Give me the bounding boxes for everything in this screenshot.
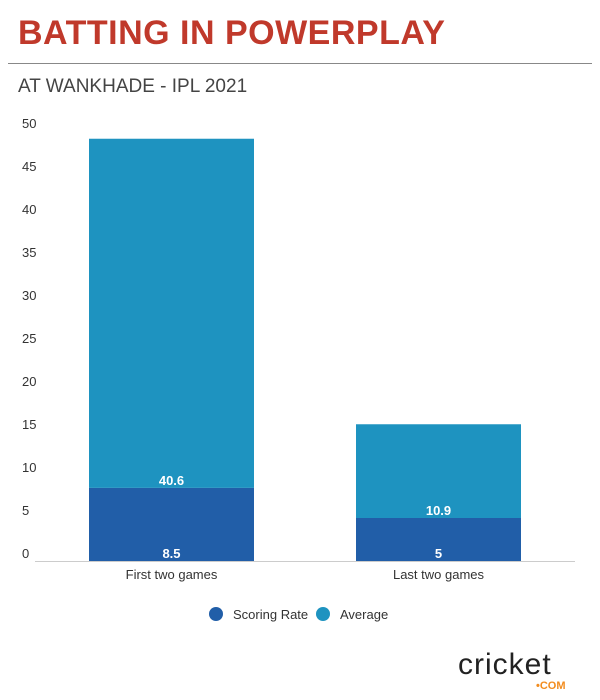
y-tick-label: 10 bbox=[22, 460, 36, 475]
logo-word: cricket bbox=[458, 648, 552, 681]
data-label: 5 bbox=[435, 546, 442, 561]
y-tick-label: 45 bbox=[22, 159, 36, 174]
y-tick-label: 20 bbox=[22, 374, 36, 389]
y-tick-label: 40 bbox=[22, 202, 36, 217]
title-divider bbox=[8, 63, 592, 64]
y-tick-label: 0 bbox=[22, 546, 29, 561]
bar-average bbox=[89, 138, 254, 488]
y-tick-label: 15 bbox=[22, 417, 36, 432]
x-category-label: Last two games bbox=[393, 567, 485, 582]
bar-scoring-rate bbox=[356, 518, 521, 561]
bar-scoring-rate bbox=[89, 487, 254, 561]
data-label: 8.5 bbox=[162, 546, 180, 561]
y-tick-label: 50 bbox=[22, 116, 36, 131]
data-label: 40.6 bbox=[159, 473, 184, 488]
y-tick-label: 30 bbox=[22, 288, 36, 303]
cricket-com-logo: cricket •COM bbox=[458, 648, 578, 693]
legend-label: Scoring Rate bbox=[233, 607, 308, 622]
chart-title: BATTING IN POWERPLAY bbox=[18, 14, 446, 52]
logo-domain: •COM bbox=[536, 680, 566, 692]
y-tick-label: 5 bbox=[22, 503, 29, 518]
y-tick-label: 25 bbox=[22, 331, 36, 346]
bar-average bbox=[356, 424, 521, 518]
legend-marker bbox=[316, 607, 330, 621]
x-category-label: First two games bbox=[126, 567, 218, 582]
chart-subtitle: AT WANKHADE - IPL 2021 bbox=[18, 76, 248, 97]
y-tick-label: 35 bbox=[22, 245, 36, 260]
legend-label: Average bbox=[340, 607, 388, 622]
legend-marker bbox=[209, 607, 223, 621]
data-label: 10.9 bbox=[426, 503, 451, 518]
